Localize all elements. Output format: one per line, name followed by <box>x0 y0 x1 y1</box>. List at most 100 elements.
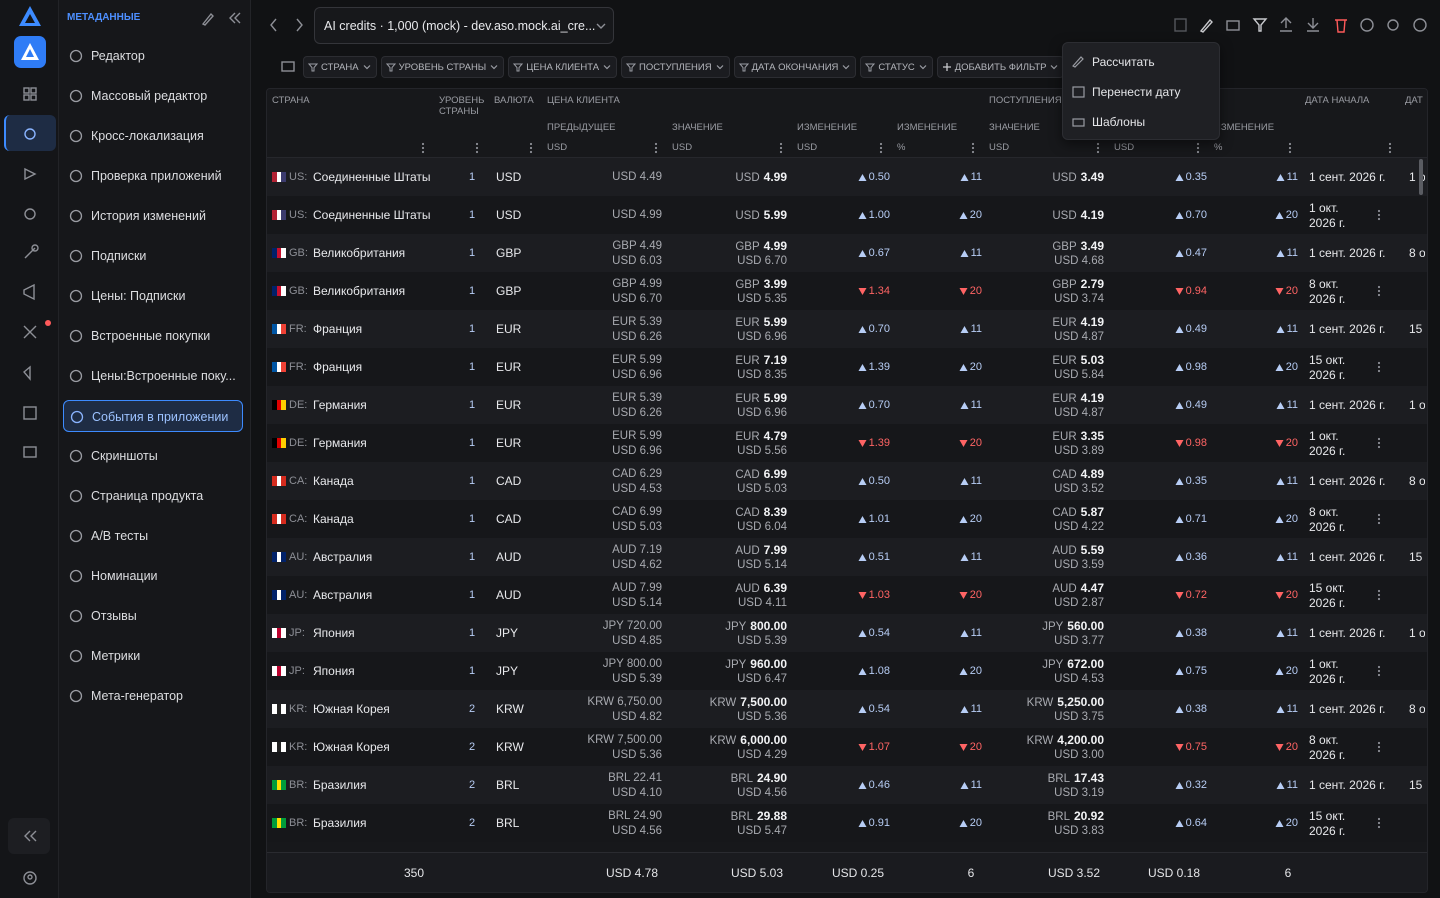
change: 0.70 <box>1117 208 1207 222</box>
nav-item[interactable]: Метрики <box>63 640 243 672</box>
change-value: 20 <box>1285 361 1298 373</box>
change: 20 <box>1208 360 1298 374</box>
row-menu <box>1377 437 1381 449</box>
nav-item[interactable]: Номинации <box>63 560 243 592</box>
usd-equivalent: USD 4.68 <box>1054 255 1104 267</box>
nav-item[interactable]: Подписки <box>63 240 243 272</box>
end-date: 8 о <box>1409 246 1425 260</box>
app-selector[interactable]: AI credits · 1,000 (mock) - dev.aso.mock… <box>314 7 614 44</box>
change-value: 1.01 <box>868 513 890 525</box>
nav-label: События в приложении <box>92 410 229 424</box>
country-name: Австралия <box>313 588 373 602</box>
nav-item[interactable]: История изменений <box>63 200 243 232</box>
change-value: 11 <box>970 779 982 791</box>
change: 11 <box>892 778 982 792</box>
change-value: 11 <box>1286 475 1298 487</box>
table-row: AU: Австралия 1 AUD AUD 7.19 USD 4.62 AUD 7.99 U… <box>267 538 1427 576</box>
collapse-button[interactable] <box>8 818 50 854</box>
app-icon[interactable] <box>14 36 46 68</box>
amount: 4.19 <box>1080 208 1104 222</box>
nav-item[interactable]: Проверка приложений <box>63 160 243 192</box>
nav-item[interactable]: Цены: Подписки <box>63 280 243 312</box>
amount: 4,200.00 <box>1057 733 1104 747</box>
chevron <box>603 65 611 70</box>
change: 11 <box>892 322 982 336</box>
change-arrow <box>858 629 867 637</box>
change-arrow <box>1275 363 1284 371</box>
change: 20 <box>892 436 982 450</box>
change-value: 0.38 <box>1185 627 1207 639</box>
proceeds-value: KRW 5,250.00 <box>984 695 1104 710</box>
country-code: BR: <box>289 779 308 791</box>
tier: 1 <box>469 627 476 639</box>
change: 11 <box>892 702 982 716</box>
filter-chip[interactable]: СТАТУС <box>860 56 933 78</box>
tier: 1 <box>469 361 476 373</box>
tier: 1 <box>469 171 476 183</box>
previous-price: EUR 5.39 <box>612 392 662 404</box>
filter-chip[interactable]: УРОВЕНЬ СТРАНЫ <box>380 56 505 78</box>
table-row: FR: Франция 1 EUR EUR 5.99 USD 6.96 EUR 7.19 USD… <box>267 348 1427 386</box>
start-date: 15 окт. 2026 г. <box>1309 581 1346 610</box>
filter-chip[interactable]: ЦЕНА КЛИЕНТА <box>508 56 618 78</box>
change-arrow <box>858 477 867 485</box>
previous-price: USD 5.03 <box>612 521 662 533</box>
currency-code: BRL <box>730 811 753 823</box>
usd-equivalent: USD 3.77 <box>1054 635 1104 647</box>
filter-chip[interactable]: ДОБАВИТЬ ФИЛЬТР <box>936 56 1065 78</box>
nav-item[interactable]: A/B тесты <box>63 520 243 552</box>
history-arrows[interactable] <box>262 14 312 36</box>
start-date: 8 окт. 2026 г. <box>1309 733 1346 762</box>
change-value: 20 <box>969 285 982 297</box>
amount: 4.99 <box>763 239 787 253</box>
nav-item[interactable]: Кросс-локализация <box>63 120 243 152</box>
change: 11 <box>1208 778 1298 792</box>
start-date: 8 окт. 2026 г. <box>1309 277 1346 306</box>
nav-item[interactable]: Цены:Встроенные поку... <box>63 360 243 392</box>
change-value: 11 <box>1286 399 1298 411</box>
change-arrow <box>1276 629 1285 637</box>
nav-item[interactable]: Массовый редактор <box>63 80 243 112</box>
tier: 1 <box>469 323 476 335</box>
avatar[interactable] <box>22 870 38 886</box>
currency-code: AUD <box>735 545 760 557</box>
table-row: CA: Канада 1 CAD CAD 6.99 USD 5.03 CAD 8.39 USD … <box>267 500 1427 538</box>
country-name: Германия <box>313 398 367 412</box>
nav-item[interactable]: Встроенные покупки <box>63 320 243 352</box>
filter-settings[interactable] <box>279 59 297 75</box>
change-arrow <box>1276 325 1285 333</box>
filter-chip[interactable]: ПОСТУПЛЕНИЯ <box>621 56 730 78</box>
country-name: Великобритания <box>313 246 406 260</box>
usd-equivalent: USD 3.89 <box>1054 445 1104 457</box>
menu-item[interactable]: Рассчитать <box>1063 47 1217 75</box>
nav-item[interactable]: Страница продукта <box>63 480 243 512</box>
rail-icons <box>23 87 51 458</box>
menu-item[interactable]: Шаблоны <box>1063 107 1217 135</box>
column-menu <box>779 142 783 154</box>
nav-item[interactable]: Редактор <box>63 40 243 72</box>
change-arrow <box>1175 401 1184 409</box>
change: 0.64 <box>1117 816 1207 830</box>
change-value: 20 <box>969 741 982 753</box>
rail-active[interactable] <box>4 115 56 151</box>
change: 11 <box>892 550 982 564</box>
amount: 4.47 <box>1080 581 1104 595</box>
currency-code: AUD <box>1052 545 1077 557</box>
nav-icon <box>69 129 83 143</box>
nav-item[interactable]: События в приложении <box>63 400 243 432</box>
nav-item[interactable]: Отзывы <box>63 600 243 632</box>
flag <box>272 362 286 372</box>
filter-chip[interactable]: СТРАНА <box>303 56 377 78</box>
previous-price: USD 6.96 <box>612 445 662 457</box>
toolbar-icons[interactable] <box>1168 14 1430 36</box>
nav-item[interactable]: Мета-генератор <box>63 680 243 712</box>
nav-title: МЕТАДАННЫЕ <box>67 12 141 23</box>
change: 20 <box>1208 588 1298 602</box>
filter-chip[interactable]: ДАТА ОКОНЧАНИЯ <box>733 56 857 78</box>
nav-item[interactable]: Скриншоты <box>63 440 243 472</box>
country-name: Южная Корея <box>313 702 390 716</box>
price-value: KRW 7,500.00 <box>667 695 787 710</box>
footer-total: USD 5.03 <box>730 866 783 880</box>
menu-item[interactable]: Перенести дату <box>1063 77 1217 105</box>
nav-header-icons <box>201 12 241 26</box>
